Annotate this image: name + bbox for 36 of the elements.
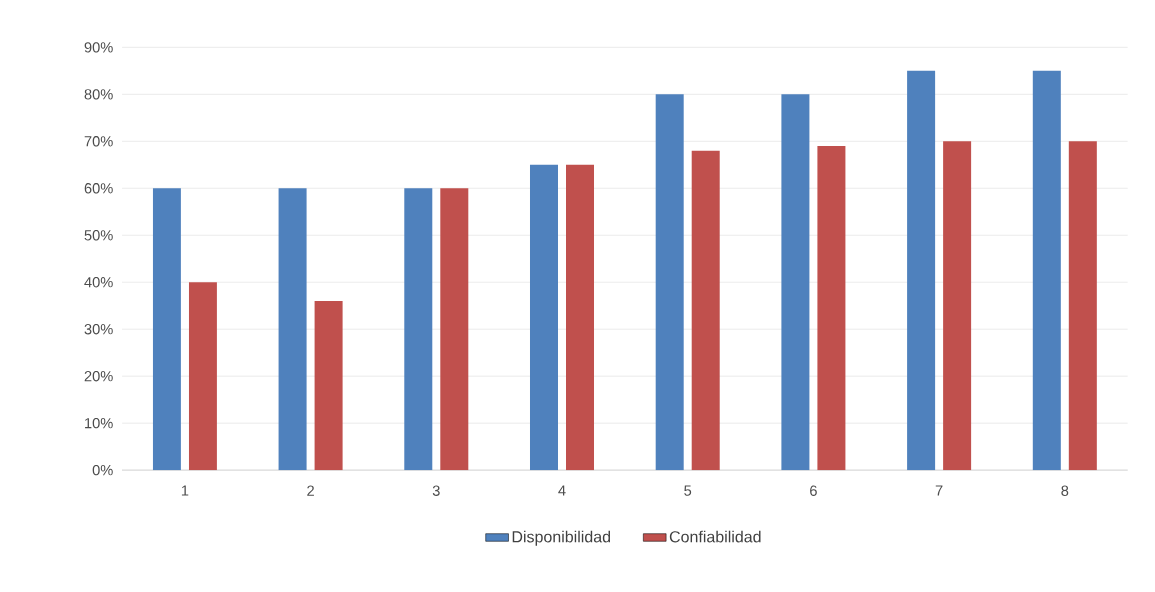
bar xyxy=(188,282,217,471)
bar xyxy=(907,70,936,471)
x-tick-label: 4 xyxy=(558,485,566,496)
legend-label: Confiabilidad xyxy=(669,530,761,543)
bar xyxy=(566,164,595,471)
x-tick-label: 3 xyxy=(432,485,440,496)
y-tick-label: 90% xyxy=(84,42,113,53)
y-tick-label: 50% xyxy=(84,230,113,241)
bar xyxy=(655,94,684,471)
bar xyxy=(404,188,433,471)
y-tick-label: 10% xyxy=(85,417,113,429)
x-tick-label: 2 xyxy=(307,485,314,496)
y-tick-label: 40% xyxy=(84,276,113,288)
x-tick-label: 5 xyxy=(684,485,692,496)
bar xyxy=(440,188,469,471)
bar xyxy=(152,188,181,471)
bar xyxy=(943,141,972,471)
y-tick-label: 70% xyxy=(84,136,113,147)
y-tick-label: 0% xyxy=(92,464,113,476)
y-tick-label: 30% xyxy=(84,323,113,335)
bar xyxy=(817,145,846,471)
x-tick-label: 6 xyxy=(810,485,817,496)
legend-label: Disponibilidad xyxy=(512,530,610,546)
bar xyxy=(278,188,307,471)
x-tick-label: 8 xyxy=(1061,485,1069,496)
y-tick-label: 20% xyxy=(84,370,113,382)
bar xyxy=(314,300,343,471)
y-tick-label: 60% xyxy=(84,183,113,194)
x-tick-label: 1 xyxy=(181,485,189,496)
y-tick-label: 80% xyxy=(84,89,113,100)
bar xyxy=(781,94,810,471)
bar xyxy=(691,150,720,471)
bar xyxy=(1032,70,1061,471)
bar xyxy=(529,164,558,471)
bar xyxy=(1068,141,1097,471)
x-tick-label: 7 xyxy=(935,485,943,496)
